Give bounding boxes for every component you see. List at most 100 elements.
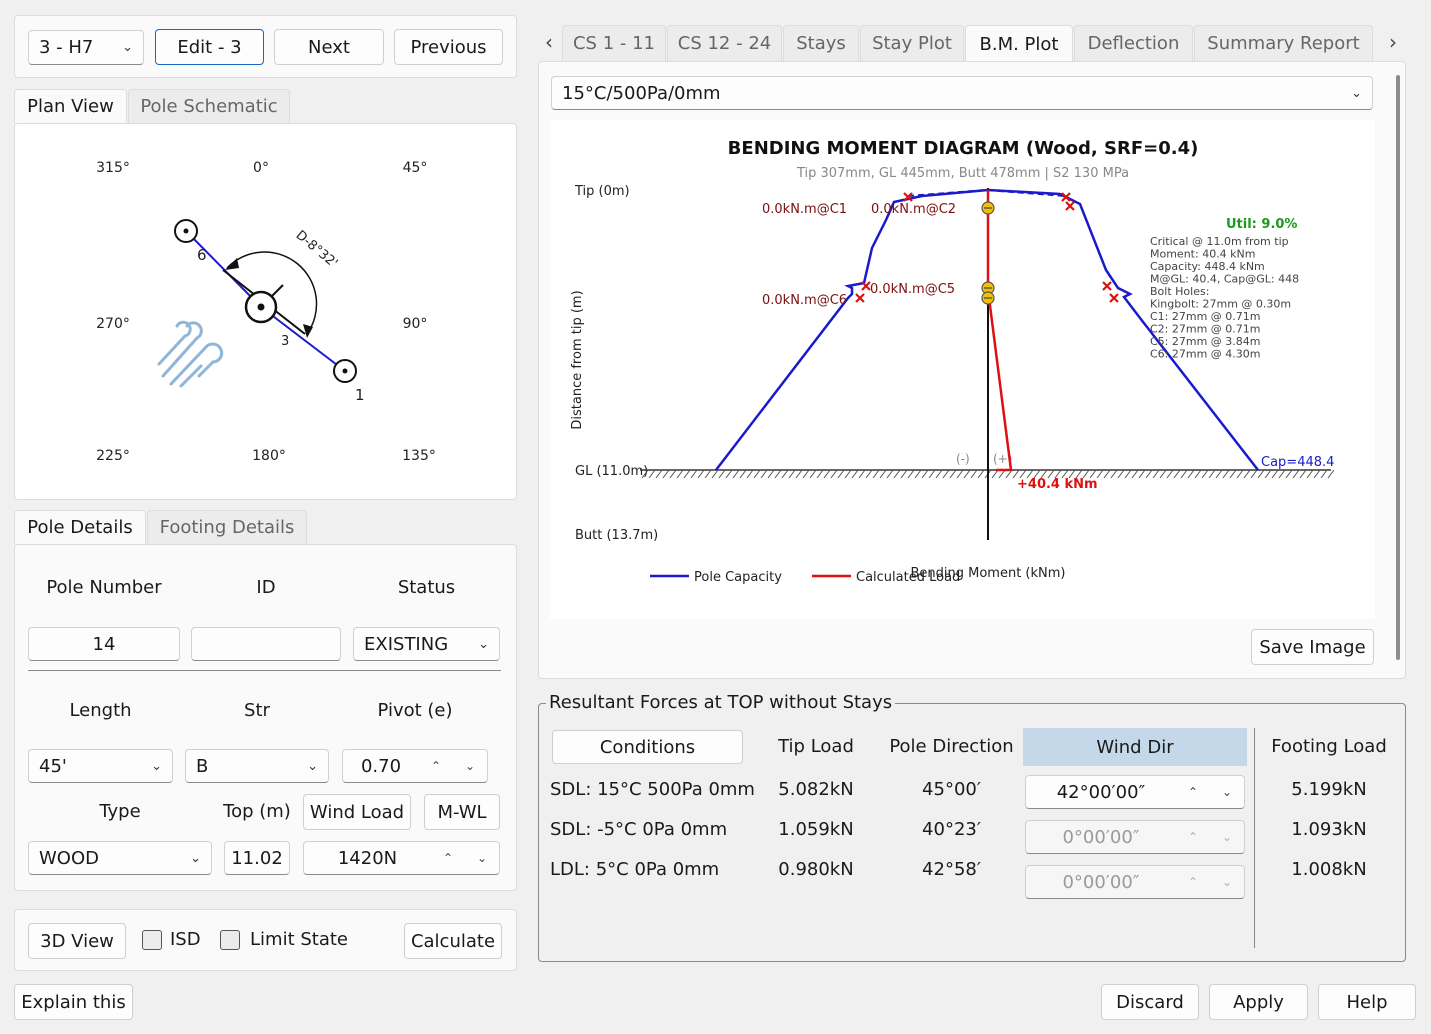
edit-button[interactable]: Edit - 3 — [155, 29, 264, 65]
tab-scroll-right-icon[interactable]: › — [1389, 30, 1397, 54]
tab-plan-view[interactable]: Plan View — [14, 89, 127, 123]
sign-positive: (+) — [993, 452, 1012, 466]
x-marker — [861, 281, 871, 291]
hole-x-markers — [855, 192, 1119, 303]
next-button[interactable]: Next — [274, 29, 384, 65]
tab-pole-schematic[interactable]: Pole Schematic — [128, 89, 290, 123]
type-select[interactable]: WOOD ⌄ — [28, 841, 212, 875]
tab-pole-details[interactable]: Pole Details — [14, 510, 146, 544]
chevron-up-icon[interactable]: ⌃ — [430, 759, 442, 773]
hatch-line — [823, 469, 831, 479]
x-marker — [1102, 281, 1112, 291]
conditions-header-button[interactable]: Conditions — [552, 730, 743, 764]
limit-state-checkbox[interactable] — [220, 930, 240, 950]
hole-label-c5: 0.0kN.m@C5 — [870, 282, 955, 297]
hatch-line — [753, 469, 761, 479]
chevron-up-icon[interactable]: ⌃ — [1187, 785, 1199, 799]
pivot-stepper[interactable]: 0.70 ⌃ ⌄ — [342, 749, 488, 783]
hatch-line — [1299, 469, 1307, 479]
hatch-line — [1145, 469, 1153, 479]
tab-cs-12-24[interactable]: CS 12 - 24 — [667, 25, 782, 61]
length-select[interactable]: 45' ⌄ — [28, 749, 173, 783]
tab-stay-plot[interactable]: Stay Plot — [860, 25, 964, 61]
status-select[interactable]: EXISTING ⌄ — [353, 627, 500, 661]
save-image-button[interactable]: Save Image — [1251, 629, 1374, 665]
wind-dir-header[interactable]: Wind Dir — [1023, 728, 1247, 766]
y-tick-gl: GL (11.0m) — [575, 464, 648, 479]
row3-footing-load: 1.008kN — [1291, 859, 1367, 880]
row3-wind-dir-stepper: 0°00′00″ ⌃ ⌄ — [1025, 865, 1245, 899]
vertical-scrollbar[interactable] — [1396, 75, 1400, 660]
chevron-up-icon[interactable]: ⌃ — [442, 851, 454, 865]
hatch-line — [697, 469, 705, 479]
chevron-down-icon[interactable]: ⌄ — [476, 851, 488, 865]
calculate-button[interactable]: Calculate — [404, 923, 502, 959]
hatch-line — [830, 469, 838, 479]
top-field[interactable]: 11.02 — [224, 841, 290, 875]
chevron-up-icon: ⌃ — [1187, 830, 1199, 844]
x-marker — [1065, 201, 1075, 211]
chevron-down-icon[interactable]: ⌄ — [464, 759, 476, 773]
3d-view-button[interactable]: 3D View — [28, 923, 126, 959]
explain-button[interactable]: Explain this — [14, 984, 133, 1020]
hatch-line — [1292, 469, 1300, 479]
isd-checkbox[interactable] — [142, 930, 162, 950]
str-select[interactable]: B ⌄ — [185, 749, 329, 783]
y-axis-label: Distance from tip (m) — [570, 290, 585, 429]
hatch-line — [1033, 469, 1041, 479]
row3-condition: LDL: 5°C 0Pa 0mm — [550, 859, 720, 880]
node-1-label: 1 — [355, 386, 365, 404]
hatch-line — [963, 469, 971, 479]
chart-subtitle: Tip 307mm, GL 445mm, Butt 478mm | S2 130… — [796, 166, 1129, 181]
id-field[interactable] — [191, 627, 341, 661]
hatch-line — [1236, 469, 1244, 479]
hatch-line — [739, 469, 747, 479]
apply-button[interactable]: Apply — [1209, 984, 1308, 1020]
tab-scroll-left-icon[interactable]: ‹ — [545, 30, 553, 54]
tab-cs-1-11[interactable]: CS 1 - 11 — [562, 25, 666, 61]
hatch-line — [648, 469, 656, 479]
hatch-line — [1257, 469, 1265, 479]
tab-deflection[interactable]: Deflection — [1074, 25, 1193, 61]
pole-number-field[interactable]: 14 — [28, 627, 180, 661]
node-6-dot — [183, 228, 189, 234]
row2-footing-load: 1.093kN — [1291, 819, 1367, 840]
isd-label: ISD — [170, 929, 201, 950]
wind-icon — [157, 320, 224, 388]
hatch-line — [704, 469, 712, 479]
hatch-line — [1047, 469, 1055, 479]
pole-select[interactable]: 3 - H7 ⌄ — [28, 30, 144, 65]
pole-direction-header: Pole Direction — [889, 736, 1014, 757]
angle-135: 135° — [402, 448, 436, 464]
tab-stays[interactable]: Stays — [783, 25, 859, 61]
pole-capacity-curve — [715, 188, 1259, 471]
previous-button[interactable]: Previous — [394, 29, 503, 65]
help-button[interactable]: Help — [1318, 984, 1416, 1020]
row2-wind-dir-stepper: 0°00′00″ ⌃ ⌄ — [1025, 820, 1245, 854]
info-line: Moment: 40.4 kNm — [1150, 248, 1256, 261]
wind-load-button[interactable]: Wind Load — [303, 794, 411, 830]
row3-wind-dir-value: 0°00′00″ — [1062, 871, 1140, 893]
chevron-down-icon[interactable]: ⌄ — [1221, 785, 1233, 799]
hatch-line — [774, 469, 782, 479]
hatch-line — [886, 469, 894, 479]
hatch-line — [914, 469, 922, 479]
hatch-line — [921, 469, 929, 479]
hatch-line — [669, 469, 677, 479]
mwl-button[interactable]: M-WL — [424, 794, 500, 830]
row1-wind-dir-stepper[interactable]: 42°00′00″ ⌃ ⌄ — [1025, 775, 1245, 809]
pole-details-panel — [14, 544, 517, 891]
chevron-down-icon: ⌄ — [307, 758, 318, 774]
hatch-line — [1173, 469, 1181, 479]
hatch-line — [1278, 469, 1286, 479]
condition-select[interactable]: 15°C/500Pa/0mm ⌄ — [551, 76, 1373, 110]
tab-footing-details[interactable]: Footing Details — [147, 510, 307, 544]
type-select-value: WOOD — [39, 847, 99, 869]
row2-wind-dir-value: 0°00′00″ — [1062, 826, 1140, 848]
hatch-line — [683, 469, 691, 479]
wind-load-stepper[interactable]: 1420N ⌃ ⌄ — [303, 841, 500, 875]
hatch-line — [1264, 469, 1272, 479]
discard-button[interactable]: Discard — [1101, 984, 1199, 1020]
tab-bm-plot[interactable]: B.M. Plot — [965, 25, 1073, 62]
tab-summary-report[interactable]: Summary Report — [1194, 25, 1373, 61]
